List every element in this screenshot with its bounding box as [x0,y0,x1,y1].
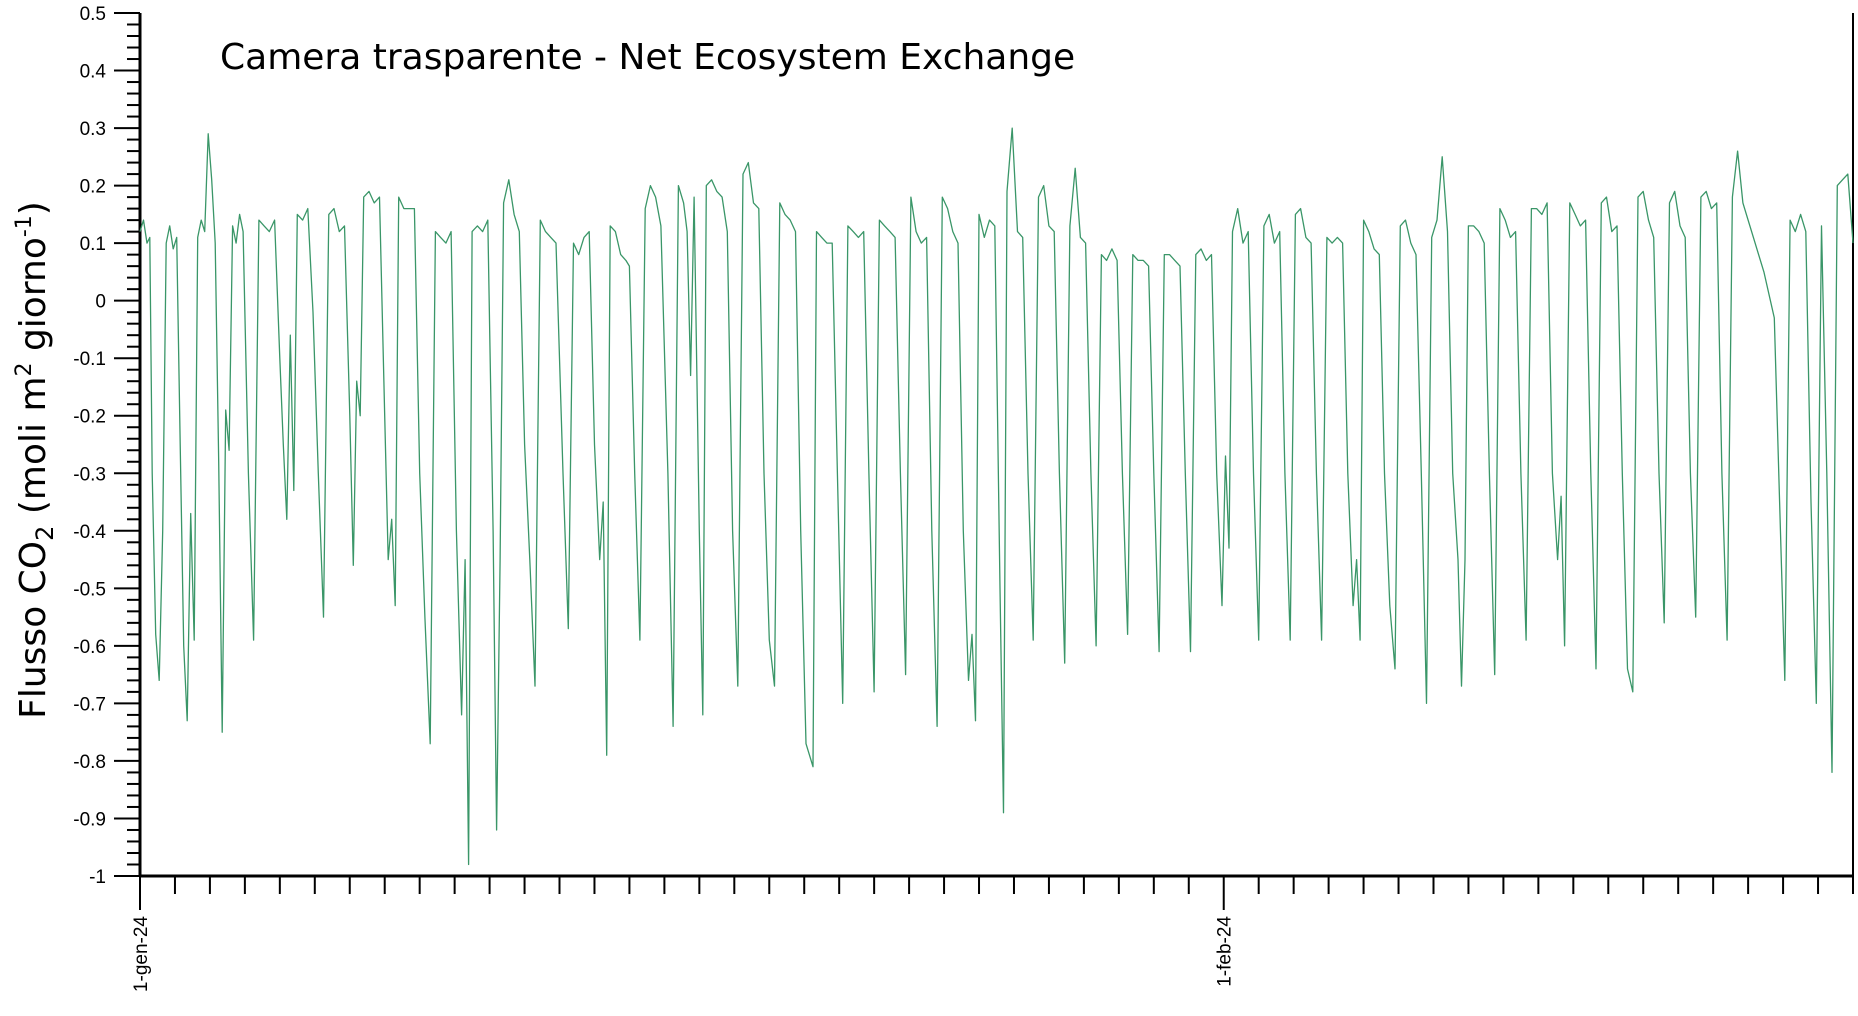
y-tick-label: -0.7 [73,694,106,715]
y-axis-label-sup2: -1 [12,215,37,237]
y-axis-label-mid2: giorno [13,237,54,362]
y-axis-label-sub: 2 [31,526,59,541]
y-tick-label: -0.5 [73,579,106,600]
y-tick-label: -0.4 [73,522,106,543]
y-tick-label: -0.6 [73,637,106,658]
y-tick-label: 0.3 [80,119,106,140]
y-tick-label: 0 [95,292,106,313]
x-tick-label: 1-gen-24 [131,916,152,992]
y-axis-label-sup1: 2 [12,362,37,376]
y-tick-label: 0.2 [80,177,106,198]
y-tick-label: -0.1 [73,349,106,370]
y-axis-label-mid: (moli m [13,376,54,525]
y-tick-label: -0.3 [73,464,106,485]
y-axis-label-end: ) [13,201,54,215]
series-group [139,127,1854,866]
y-tick-label: -0.8 [73,752,106,773]
x-tick-label: 1-feb-24 [1215,916,1236,987]
y-axis-label-main: Flusso CO [13,541,54,719]
y-tick-label: -1 [89,867,106,888]
y-tick-label: 0.4 [80,62,107,83]
axes: 0.5 0.4 0.3 0.2 0.1 0 -0.1 -0.2 -0.3 -0.4 -0.5 -0.6… [73,4,1854,992]
y-tick-label: 0.1 [80,234,106,255]
y-tick-label: 0.5 [80,4,106,25]
y-tick-label: -0.2 [73,407,106,428]
series-line [139,127,1854,866]
y-tick-label: -0.9 [73,809,106,830]
y-axis-label: Flusso CO2 (moli m2 giorno-1) [12,201,59,719]
chart-title: Camera trasparente - Net Ecosystem Excha… [220,37,1075,78]
